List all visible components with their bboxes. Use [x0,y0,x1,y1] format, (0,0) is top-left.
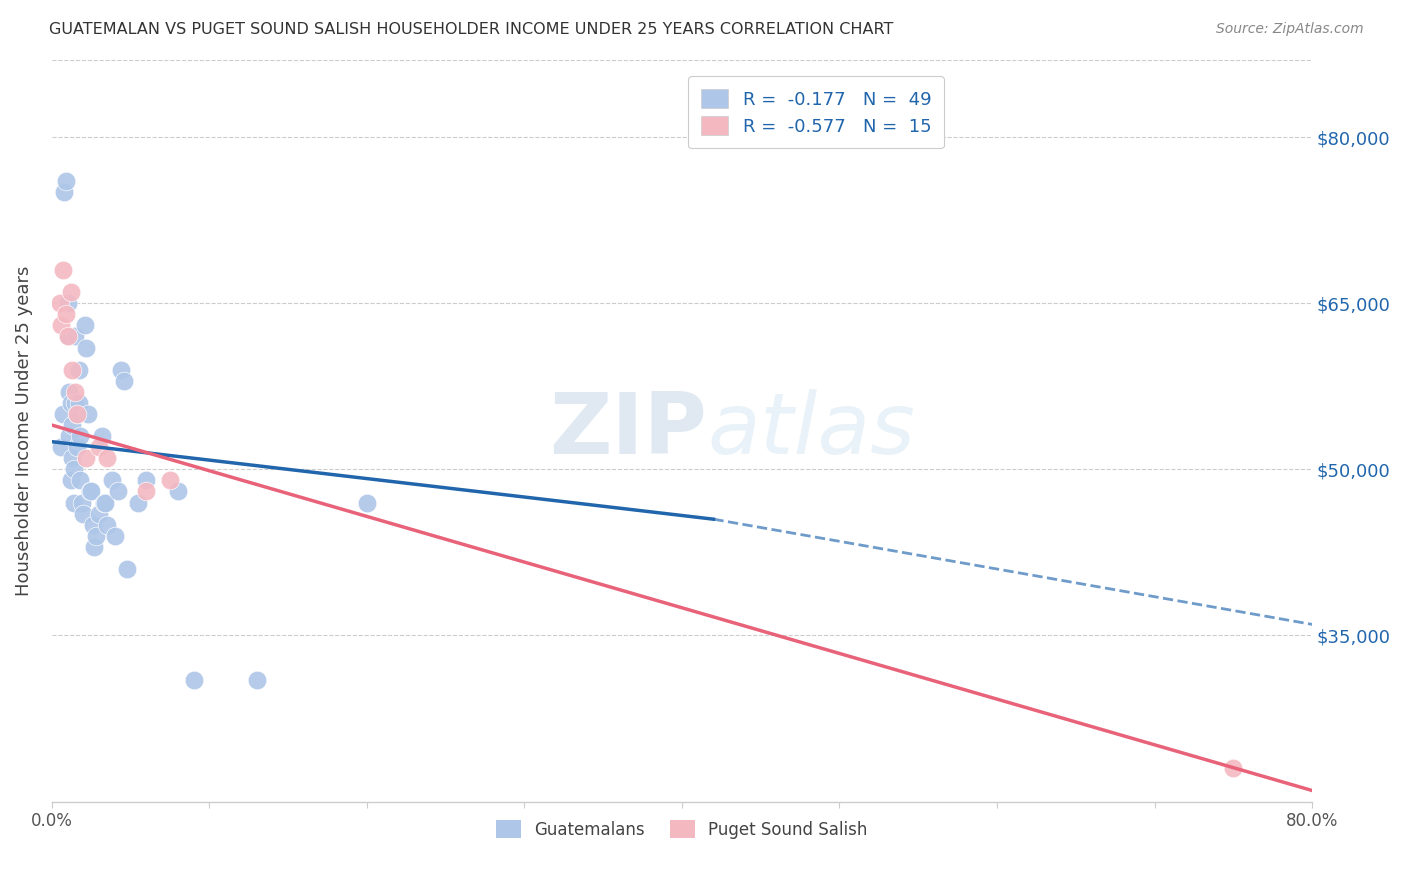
Point [159,474,181,488]
Point [96,451,118,466]
Point [96,517,118,532]
Point [135,484,157,499]
Point [66,407,89,421]
Point [84,529,107,543]
Point [66,440,89,454]
Point [65,384,87,399]
Point [60,362,83,376]
Point [69,474,91,488]
Point [55,307,77,321]
Point [66,407,89,421]
Text: Source: ZipAtlas.com: Source: ZipAtlas.com [1216,22,1364,37]
Legend: Guatemalans, Puget Sound Salish: Guatemalans, Puget Sound Salish [489,814,875,846]
Point [166,484,188,499]
Point [87,507,110,521]
Point [82,517,104,532]
Point [58,384,80,399]
Point [51,440,73,454]
Point [59,474,82,488]
Point [93,495,115,509]
Point [65,396,87,410]
Point [67,362,90,376]
Point [80,484,103,499]
Point [91,429,114,443]
Point [56,329,79,343]
Point [356,495,378,509]
Point [183,673,205,687]
Point [112,374,135,388]
Point [60,451,83,466]
Point [79,484,101,499]
Point [60,418,83,433]
Point [52,263,75,277]
Text: GUATEMALAN VS PUGET SOUND SALISH HOUSEHOLDER INCOME UNDER 25 YEARS CORRELATION C: GUATEMALAN VS PUGET SOUND SALISH HOUSEHO… [49,22,894,37]
Point [67,396,90,410]
Point [87,440,110,454]
Point [75,341,97,355]
Text: atlas: atlas [707,389,915,472]
Point [245,673,267,687]
Point [52,407,75,421]
Point [83,540,105,554]
Point [94,495,117,509]
Point [127,495,149,509]
Y-axis label: Householder Income Under 25 years: Householder Income Under 25 years [15,266,32,596]
Point [48,296,70,310]
Point [62,495,84,509]
Point [1222,761,1244,775]
Point [73,318,96,333]
Point [117,562,139,576]
Point [51,318,73,333]
Point [59,396,82,410]
Text: ZIP: ZIP [550,389,707,472]
Point [70,495,93,509]
Point [62,462,84,476]
Point [65,329,87,343]
Point [53,186,76,200]
Point [72,507,94,521]
Point [135,474,157,488]
Point [69,429,91,443]
Point [59,285,82,300]
Point [56,329,79,343]
Point [100,474,122,488]
Point [104,529,127,543]
Point [75,451,97,466]
Point [110,362,132,376]
Point [58,429,80,443]
Point [55,174,77,188]
Point [107,484,129,499]
Point [56,296,79,310]
Point [77,407,100,421]
